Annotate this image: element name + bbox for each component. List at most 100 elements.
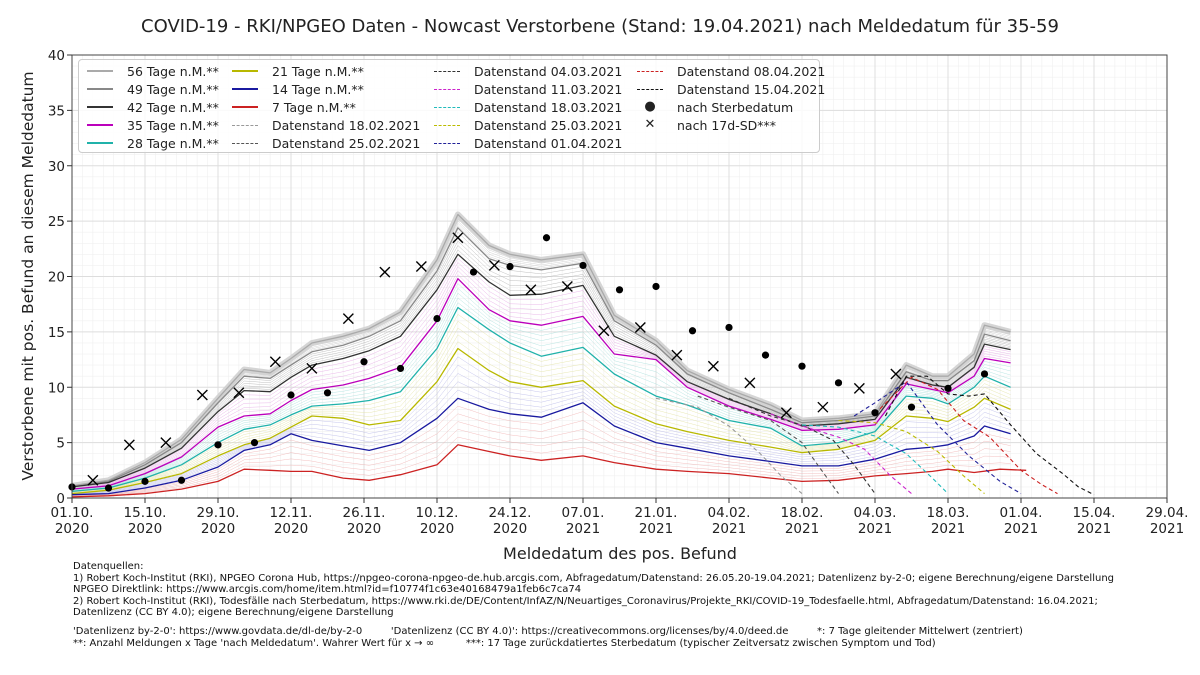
legend-dash-swatch <box>434 70 460 72</box>
x-marker-stroke <box>379 266 391 278</box>
x-tick-label-year: 2020 <box>128 521 162 537</box>
nowcast-band-line <box>71 313 1011 492</box>
x-marker-stroke <box>525 284 537 296</box>
nowcast-band-line <box>71 262 1011 488</box>
x-marker-stroke <box>123 439 135 451</box>
dot-marker-icon: ● <box>644 99 656 114</box>
x-marker-stroke <box>817 401 829 413</box>
nowcast-band-line <box>71 421 1011 497</box>
legend-item: Datenstand 08.04.2021 <box>629 62 825 80</box>
x-marker-stroke <box>196 389 208 401</box>
x-marker-stroke <box>488 259 500 271</box>
legend-label: 7 Tage n.M.** <box>272 99 356 115</box>
series-line-21-tage-n-m <box>71 347 1011 495</box>
x-marker-stroke <box>306 362 318 374</box>
sterbedatum-dot-marker <box>798 362 806 370</box>
sterbedatum-dot-marker <box>433 314 441 323</box>
sterbedatum-dot-marker <box>980 370 989 378</box>
y-tick-label: 15 <box>48 325 65 341</box>
17d-sd-x-marker <box>707 360 719 372</box>
legend-label: Datenstand 25.02.2021 <box>272 135 421 151</box>
x-tick-label: 21.01. <box>635 505 678 521</box>
nowcast-band-line <box>71 373 1011 495</box>
x-tick-label: 10.12. <box>416 505 459 521</box>
legend-dash-swatch <box>434 142 460 144</box>
legend-label: nach Sterbedatum <box>677 99 794 115</box>
x-tick-label-year: 2020 <box>420 521 454 537</box>
sterbedatum-dot-marker <box>214 441 222 449</box>
nowcast-band-line <box>71 266 1011 489</box>
legend-label: 56 Tage n.M.** <box>127 63 219 79</box>
legend-item: Datenstand 18.02.2021 <box>224 116 420 134</box>
legend-label: Datenstand 25.03.2021 <box>474 117 623 133</box>
sterbedatum-dot-marker <box>542 234 551 242</box>
nowcast-band-line <box>71 429 1011 497</box>
series-layer <box>71 213 1095 498</box>
series-line-datenstand-15-04-2021 <box>884 375 1095 496</box>
nowcast-band-line <box>71 327 1011 493</box>
series-line-35-tage-n-m <box>71 278 1011 490</box>
legend-item: Datenstand 18.03.2021 <box>426 98 622 116</box>
license-footnotes: 'Datenlizenz by-2-0': https://www.govdat… <box>73 626 1023 649</box>
legend-dash-swatch <box>637 88 663 90</box>
y-tick-label: 20 <box>48 270 65 286</box>
17d-sd-x-marker <box>269 356 281 368</box>
nowcast-band-line <box>71 320 1011 493</box>
x-marker-stroke <box>598 325 610 337</box>
legend-label: Datenstand 18.03.2021 <box>474 99 623 115</box>
x-tick-label: 18.03. <box>927 505 970 521</box>
legend-item: Datenstand 15.04.2021 <box>629 80 825 98</box>
x-marker-stroke <box>890 368 902 380</box>
legend-dash-swatch <box>232 142 258 144</box>
y-tick-label: 35 <box>48 103 65 119</box>
legend-item: 28 Tage n.M.** <box>79 134 219 152</box>
nowcast-band-line <box>71 364 1011 495</box>
legend-label: 14 Tage n.M.** <box>272 81 364 97</box>
legend-item: ● nach Sterbedatum <box>629 98 793 116</box>
legend-dash-swatch <box>434 124 460 126</box>
x-marker-stroke <box>415 261 427 273</box>
nowcast-band-line <box>71 356 1011 495</box>
sterbedatum-dot-marker <box>688 327 697 335</box>
legend-line-swatch <box>87 106 113 108</box>
x-tick-label-year: 2021 <box>1004 521 1038 537</box>
nowcast-band-line <box>71 436 1011 497</box>
17d-sd-x-marker <box>634 321 646 333</box>
17d-sd-x-marker <box>817 401 829 413</box>
series-line-42-tage-n-m <box>71 253 1011 488</box>
legend-line-swatch <box>87 142 113 144</box>
sterbedatum-dot-marker <box>834 379 843 387</box>
y-tick-label: 40 <box>48 48 65 64</box>
x-tick-label: 18.02. <box>781 505 824 521</box>
legend-item: 21 Tage n.M.** <box>224 62 364 80</box>
legend-line-swatch <box>87 88 113 90</box>
x-tick-label: 01.10. <box>51 505 94 521</box>
legend-item: Datenstand 01.04.2021 <box>426 134 622 152</box>
nowcast-band-line <box>71 283 1011 490</box>
17d-sd-x-marker <box>488 259 500 271</box>
17d-sd-x-marker <box>780 407 792 419</box>
17d-sd-x-marker <box>196 389 208 401</box>
x-tick-label-year: 2021 <box>712 521 746 537</box>
legend-item: Datenstand 11.03.2021 <box>426 80 622 98</box>
legend-item: 35 Tage n.M.** <box>79 116 219 134</box>
sterbedatum-dot-marker <box>579 261 587 270</box>
legend-label: 21 Tage n.M.** <box>272 63 364 79</box>
x-marker-stroke <box>707 360 719 372</box>
sterbedatum-dot-marker <box>652 282 660 291</box>
x-tick-label-year: 2020 <box>55 521 89 537</box>
x-axis-label: Meldedatum des pos. Befund <box>503 544 737 563</box>
17d-sd-x-marker <box>853 382 865 394</box>
x-tick-label-year: 2021 <box>785 521 819 537</box>
series-line-datenstand-25-03-2021 <box>838 419 985 495</box>
x-tick-label-year: 2021 <box>931 521 965 537</box>
sterbedatum-dot-marker <box>944 384 952 392</box>
nowcast-band-line <box>71 413 1011 496</box>
notes-line: 2) Robert Koch-Institut (RKI), Todesfäll… <box>73 595 1098 607</box>
nowcast-band-line <box>71 245 1011 488</box>
notes-line: NPGEO Direktlink: https://www.arcgis.com… <box>73 584 582 595</box>
nowcast-band-line <box>71 292 1011 491</box>
x-tick-label-year: 2021 <box>639 521 673 537</box>
notes-line: 1) Robert Koch-Institut (RKI), NPGEO Cor… <box>73 572 1115 584</box>
